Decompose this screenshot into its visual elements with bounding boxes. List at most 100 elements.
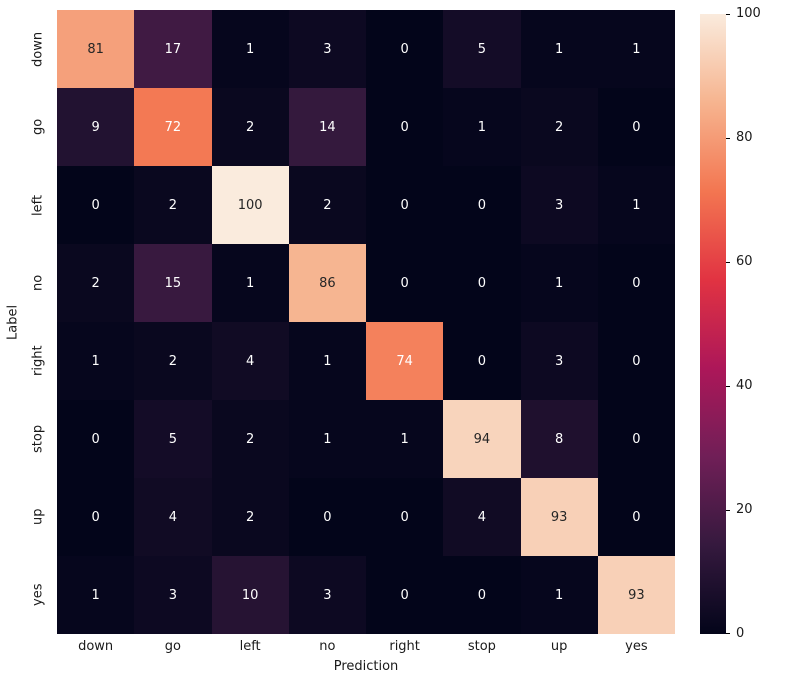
x-tick-label: yes [625,639,648,654]
cell-value: 0 [91,431,100,447]
colorbar-tick-mark [726,385,730,387]
heatmap-cell: 0 [443,244,521,322]
heatmap-cell: 10 [211,556,289,634]
cell-value: 0 [477,353,487,369]
x-tick-label: left [239,639,261,654]
cell-value: 1 [91,353,100,369]
heatmap-cell: 2 [211,88,289,166]
heatmap-cell: 81 [57,10,135,88]
cell-value: 0 [632,119,641,135]
cell-value: 10 [241,587,259,603]
cell-value: 0 [632,275,641,291]
cell-value: 0 [400,119,409,135]
cell-value: 0 [477,275,487,291]
colorbar-tick-mark [726,14,730,15]
heatmap-cell: 1 [211,10,289,88]
cell-value: 93 [628,587,645,603]
heatmap-cell: 0 [597,322,675,400]
heatmap-cell: 2 [134,166,212,244]
cell-value: 94 [473,431,491,447]
colorbar-tick-label: 100 [736,6,761,21]
cell-value: 4 [168,509,178,525]
y-tick-labels: down go left no right stop up yes [27,10,49,634]
cell-value: 14 [319,119,336,135]
cell-value: 1 [632,197,641,213]
colorbar-tick-label: 80 [736,130,753,145]
cell-value: 0 [477,587,487,603]
cell-value: 3 [323,41,332,57]
y-tick-label: down [30,31,46,67]
cell-value: 1 [477,119,487,135]
cell-value: 2 [168,353,178,369]
heatmap-cell: 0 [366,244,444,322]
cell-value: 0 [400,275,409,291]
cell-value: 2 [554,119,564,135]
heatmap-cell: 1 [211,244,289,322]
heatmap-cell: 0 [288,478,366,556]
heatmap-cell: 0 [597,88,675,166]
cell-value: 5 [477,41,487,57]
x-tick-label: down [78,639,114,654]
colorbar-tick-mark [726,261,730,263]
heatmap-cell: 2 [57,244,135,322]
cell-value: 100 [237,197,263,213]
cell-value: 1 [323,353,332,369]
heatmap-cell: 17 [134,10,212,88]
heatmap-cell: 1 [288,400,366,478]
cell-value: 3 [554,353,564,369]
cell-value: 0 [632,509,641,525]
heatmap-cell: 0 [443,166,521,244]
heatmap-cell: 74 [366,322,444,400]
x-tick-label: go [164,639,181,654]
cell-value: 1 [323,431,332,447]
heatmap-cell: 1 [520,556,598,634]
cell-value: 1 [245,41,255,57]
cell-value: 74 [396,353,413,369]
heatmap-cell: 3 [520,322,598,400]
heatmap-cell: 3 [288,556,366,634]
heatmap-cell: 5 [443,10,521,88]
heatmap-cell: 93 [520,478,598,556]
colorbar-tick-mark [726,137,730,139]
x-tick-label: stop [467,639,496,654]
cell-value: 81 [87,41,104,57]
cell-value: 0 [477,197,487,213]
cell-value: 0 [632,353,641,369]
cell-value: 1 [554,587,564,603]
heatmap-cell: 0 [443,556,521,634]
heatmap-cell: 86 [288,244,366,322]
cell-value: 5 [168,431,178,447]
colorbar-tick-mark [726,509,730,511]
heatmap-cell: 0 [597,478,675,556]
heatmap-cell: 1 [520,10,598,88]
cell-value: 3 [323,587,332,603]
heatmap-cell: 3 [520,166,598,244]
cell-value: 2 [168,197,178,213]
heatmap-cell: 0 [366,478,444,556]
x-tick-label: up [550,639,568,654]
cell-value: 4 [477,509,487,525]
cell-value: 0 [91,197,100,213]
y-tick-label: right [30,345,46,377]
cell-value: 0 [323,509,332,525]
y-tick-label: yes [30,583,46,607]
cell-value: 1 [632,41,641,57]
heatmap-cell: 5 [134,400,212,478]
heatmap-cell: 4 [443,478,521,556]
cell-value: 1 [400,431,409,447]
cell-value: 0 [91,509,100,525]
cell-value: 2 [323,197,332,213]
y-tick-label: stop [30,424,46,454]
y-tick-label: left [30,194,46,216]
heatmap-cell: 1 [366,400,444,478]
cell-value: 86 [319,275,336,291]
cell-value: 8 [554,431,564,447]
cell-value: 15 [164,275,182,291]
heatmap-cell: 1 [520,244,598,322]
cell-value: 0 [400,197,409,213]
heatmap-cell: 0 [597,244,675,322]
cell-value: 1 [91,587,100,603]
heatmap-cell: 1 [288,322,366,400]
heatmap-cell: 0 [366,10,444,88]
